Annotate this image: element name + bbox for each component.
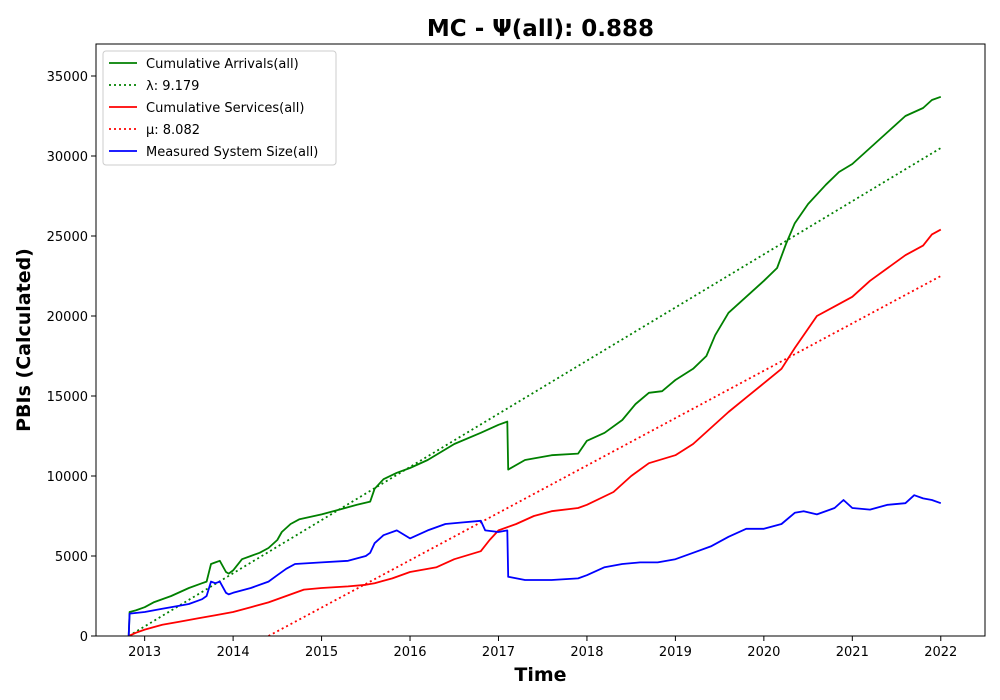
y-axis: 0 5000 10000 15000 20000 25000 30000 35000 bbox=[47, 70, 96, 645]
x-tick-label: 2020 bbox=[747, 645, 780, 660]
x-tick-label: 2019 bbox=[659, 645, 692, 660]
legend-label: Cumulative Services(all) bbox=[146, 101, 304, 116]
x-tick-label: 2016 bbox=[393, 645, 426, 660]
series-line-1 bbox=[127, 95, 942, 636]
legend: Cumulative Arrivals(all) λ: 9.179 Cumulati… bbox=[102, 50, 337, 166]
series-line-5 bbox=[127, 494, 942, 636]
y-tick-label: 0 bbox=[80, 630, 88, 645]
chart-title: MC - Ψ(all): 0.888 bbox=[427, 16, 654, 42]
y-tick-label: 15000 bbox=[47, 390, 88, 405]
series-line-3 bbox=[128, 228, 942, 636]
legend-box bbox=[102, 50, 337, 166]
x-tick-label: 2017 bbox=[482, 645, 515, 660]
y-tick-label: 5000 bbox=[55, 550, 88, 565]
series-line-4 bbox=[268, 275, 942, 636]
y-tick-label: 30000 bbox=[47, 150, 88, 165]
x-tick-label: 2013 bbox=[128, 645, 161, 660]
x-tick-label: 2021 bbox=[836, 645, 869, 660]
y-tick-label: 25000 bbox=[47, 230, 88, 245]
legend-label: λ: 9.179 bbox=[146, 79, 199, 94]
plot-frame bbox=[95, 43, 986, 637]
x-tick-label: 2022 bbox=[924, 645, 957, 660]
y-axis-title: PBIs (Calculated) bbox=[13, 248, 35, 432]
y-tick-label: 35000 bbox=[47, 70, 88, 85]
x-axis: 2013 2014 2015 2016 2017 2018 2019 2020 2021 2022 bbox=[128, 636, 957, 660]
y-tick-label: 20000 bbox=[47, 310, 88, 325]
legend-label: Cumulative Arrivals(all) bbox=[146, 57, 299, 72]
plot-area bbox=[95, 43, 986, 637]
series-layer bbox=[127, 95, 942, 636]
x-tick-label: 2015 bbox=[305, 645, 338, 660]
x-axis-title: Time bbox=[514, 664, 566, 686]
y-tick-label: 10000 bbox=[47, 470, 88, 485]
legend-label: Measured System Size(all) bbox=[146, 145, 318, 160]
x-tick-label: 2014 bbox=[217, 645, 250, 660]
x-tick-label: 2018 bbox=[570, 645, 603, 660]
legend-label: μ: 8.082 bbox=[146, 123, 200, 138]
